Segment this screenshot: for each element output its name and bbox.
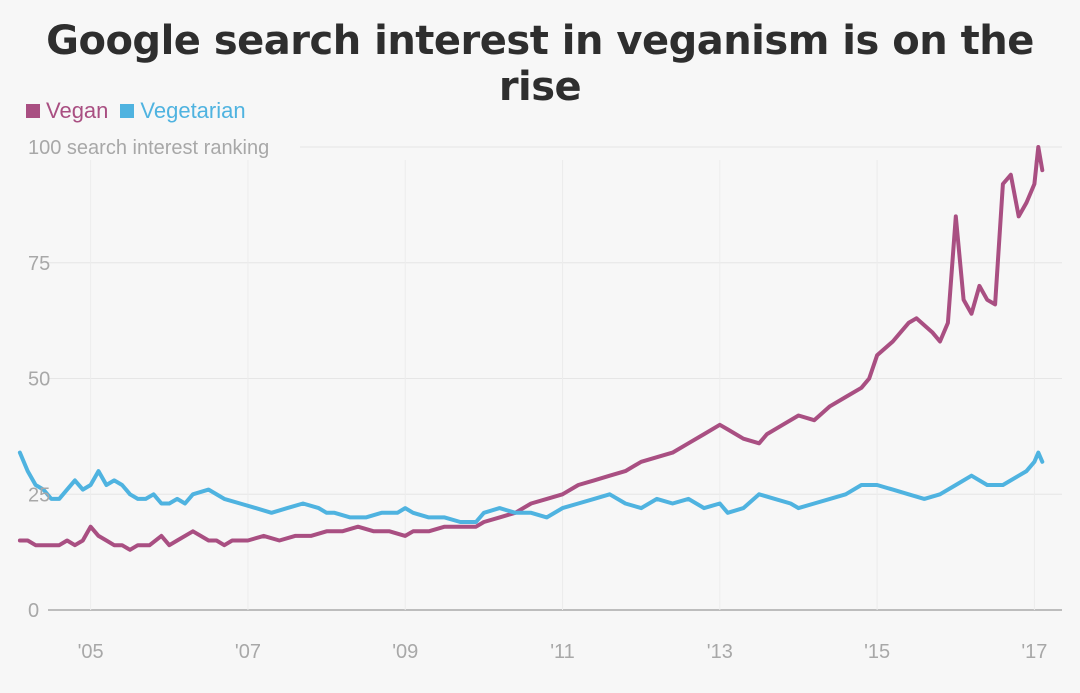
- x-tick-label-2005: '05: [78, 641, 104, 663]
- series-layer: [17, 145, 1045, 552]
- legend-item-vegetarian: Vegetarian: [120, 98, 246, 124]
- x-tick-label-2015: '15: [864, 641, 890, 663]
- grid: [48, 146, 1062, 611]
- legend-item-vegan: Vegan: [26, 98, 108, 124]
- x-tick-label-2013: '13: [707, 641, 733, 663]
- y-tick-label-25: 25: [28, 484, 50, 506]
- series-line-vegetarian: [17, 450, 1045, 524]
- y-tick-label-75: 75: [28, 253, 50, 275]
- chart-title: Google search interest in veganism is on…: [46, 18, 1034, 110]
- legend-label-vegan: Vegan: [46, 98, 109, 123]
- y-tick-label-0: 0: [28, 600, 39, 622]
- x-tick-label-2011: '11: [550, 641, 575, 663]
- series-line-vegan: [17, 145, 1045, 552]
- y-axis-label: 100 search interest ranking: [28, 137, 269, 159]
- x-tick-label-2007: '07: [235, 641, 261, 663]
- legend-swatch-vegetarian: [120, 104, 135, 118]
- legend: Vegan Vegetarian: [26, 98, 258, 124]
- tick-labels: 0 25 50 75 100 search interest ranking '05 '07…: [28, 137, 1047, 663]
- x-tick-label-2009: '09: [392, 641, 418, 663]
- legend-label-vegetarian: Vegetarian: [140, 98, 246, 123]
- x-tick-label-2017: '17: [1021, 641, 1047, 663]
- y-tick-label-50: 50: [28, 369, 50, 391]
- legend-swatch-vegan: [26, 104, 40, 118]
